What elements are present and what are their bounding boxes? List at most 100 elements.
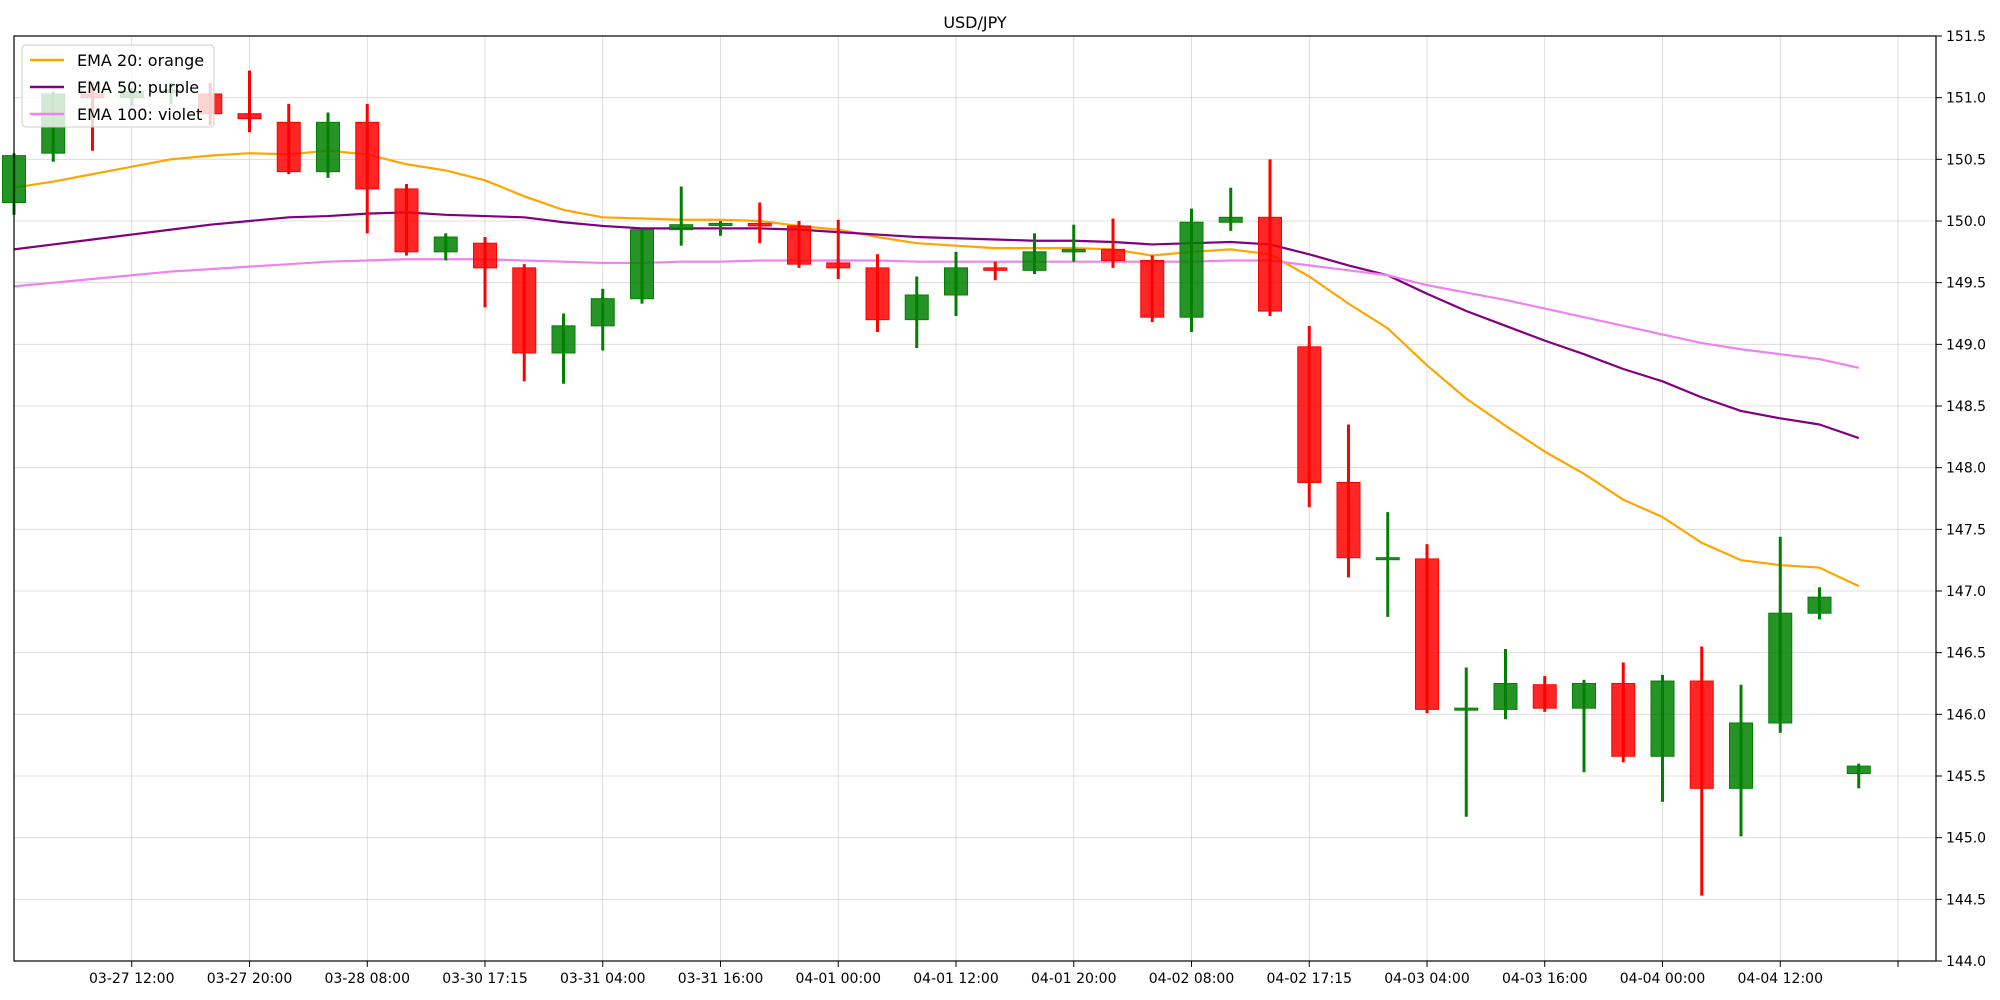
candle-up (433, 233, 458, 261)
candle-body (708, 222, 733, 226)
candle-body (630, 229, 654, 300)
candle-body (1179, 221, 1204, 318)
candle-body (1297, 346, 1322, 483)
candle-up (1061, 224, 1086, 262)
x-tick-label: 03-27 12:00 (89, 971, 174, 987)
candle-down (473, 237, 497, 308)
y-tick-label: 151.0 (1946, 91, 1986, 107)
legend-label: EMA 100: violet (77, 105, 202, 124)
y-tick-label: 150.0 (1946, 214, 1986, 230)
candle-down (237, 70, 262, 133)
candle-down (1415, 544, 1439, 714)
x-tick-label: 04-02 08:00 (1149, 971, 1234, 987)
legend-label: EMA 20: orange (77, 51, 204, 70)
ema-lines (13, 149, 1860, 588)
y-tick-label: 145.0 (1946, 831, 1986, 847)
candle-up (944, 251, 968, 316)
candle-up (1218, 187, 1243, 231)
candle-up (1729, 684, 1753, 837)
candle-up (708, 221, 733, 236)
candle-body (1101, 248, 1125, 261)
candle-body (355, 121, 380, 190)
y-tick-label: 149.0 (1946, 337, 1986, 353)
candle-up (1572, 679, 1596, 773)
legend-box (21, 44, 215, 128)
y-tick-label: 147.5 (1946, 522, 1986, 538)
grid (14, 35, 1936, 962)
x-tick-label: 04-01 12:00 (913, 971, 998, 987)
candle-body (590, 298, 615, 327)
x-tick-label: 04-04 00:00 (1620, 971, 1705, 987)
candle-body (1572, 683, 1596, 709)
y-tick-label: 148.5 (1946, 399, 1986, 415)
candle-body (1846, 765, 1871, 775)
candle-down (394, 184, 419, 256)
candle-down (1336, 424, 1361, 578)
candle-body (1532, 684, 1557, 709)
candle-body (944, 267, 968, 296)
y-tick-label: 144.5 (1946, 892, 1986, 908)
candle-body (433, 236, 458, 253)
y-axis: 144.0 144.5 145.0 145.5 146.0 146.5 147.0 147.5… (1936, 29, 1986, 970)
candle-body (276, 121, 301, 173)
candle-down (512, 264, 537, 382)
candle-body (316, 121, 340, 173)
candle-up (1022, 233, 1047, 275)
candle-body (1729, 722, 1753, 789)
candle-body (1650, 680, 1675, 757)
candle-body (1061, 248, 1086, 253)
candles (2, 70, 1871, 896)
x-tick-label: 04-03 16:00 (1502, 971, 1587, 987)
x-tick-label: 04-01 20:00 (1031, 971, 1116, 987)
x-axis: 03-27 12:00 03-27 20:00 03-28 08:00 03-30 1… (89, 961, 1899, 987)
candle-down (355, 103, 380, 234)
ema-line (13, 149, 1860, 588)
candle-body (904, 294, 929, 321)
y-tick-label: 149.5 (1946, 276, 1986, 292)
y-tick-label: 148.0 (1946, 461, 1986, 477)
candle-up (316, 112, 340, 178)
candle-body (1768, 612, 1793, 724)
candle-body (1140, 259, 1165, 318)
candle-down (747, 202, 772, 244)
x-tick-label: 04-01 00:00 (796, 971, 881, 987)
candle-up (1768, 536, 1793, 733)
y-tick-label: 145.5 (1946, 769, 1986, 785)
candle-body (747, 222, 772, 227)
y-tick-label: 146.0 (1946, 707, 1986, 723)
x-tick-label: 03-28 08:00 (325, 971, 410, 987)
candle-body (1375, 557, 1400, 561)
candle-up (630, 229, 654, 304)
candle-down (1532, 676, 1557, 712)
candle-up (904, 276, 929, 349)
candle-down (1140, 255, 1165, 323)
y-tick-label: 150.5 (1946, 152, 1986, 168)
candle-body (826, 262, 851, 269)
candle-body (1415, 558, 1439, 710)
y-tick-label: 144.0 (1946, 954, 1986, 970)
legend-label: EMA 50: purple (77, 78, 199, 97)
candle-body (551, 325, 576, 354)
candle-body (473, 242, 497, 269)
candle-up (1650, 674, 1675, 802)
chart-title: USD/JPY (943, 13, 1007, 32)
candle-down (983, 261, 1008, 281)
candle-body (512, 267, 537, 354)
x-tick-label: 04-02 17:15 (1267, 971, 1352, 987)
candle-body (394, 188, 419, 253)
candle-up (669, 186, 694, 246)
candle-body (237, 113, 262, 120)
ema-line (13, 211, 1860, 440)
x-tick-label: 03-30 17:15 (442, 971, 527, 987)
candle-down (1611, 662, 1636, 763)
x-tick-label: 04-03 04:00 (1384, 971, 1469, 987)
candle-up (1493, 648, 1518, 720)
candle-body (669, 224, 694, 231)
x-tick-label: 03-27 20:00 (207, 971, 292, 987)
legend: EMA 20: orange EMA 50: purple EMA 100: vio… (21, 44, 215, 128)
candle-down (276, 103, 301, 175)
ema-line (13, 258, 1859, 369)
candle-body (1611, 683, 1636, 757)
candle-up (551, 313, 576, 384)
